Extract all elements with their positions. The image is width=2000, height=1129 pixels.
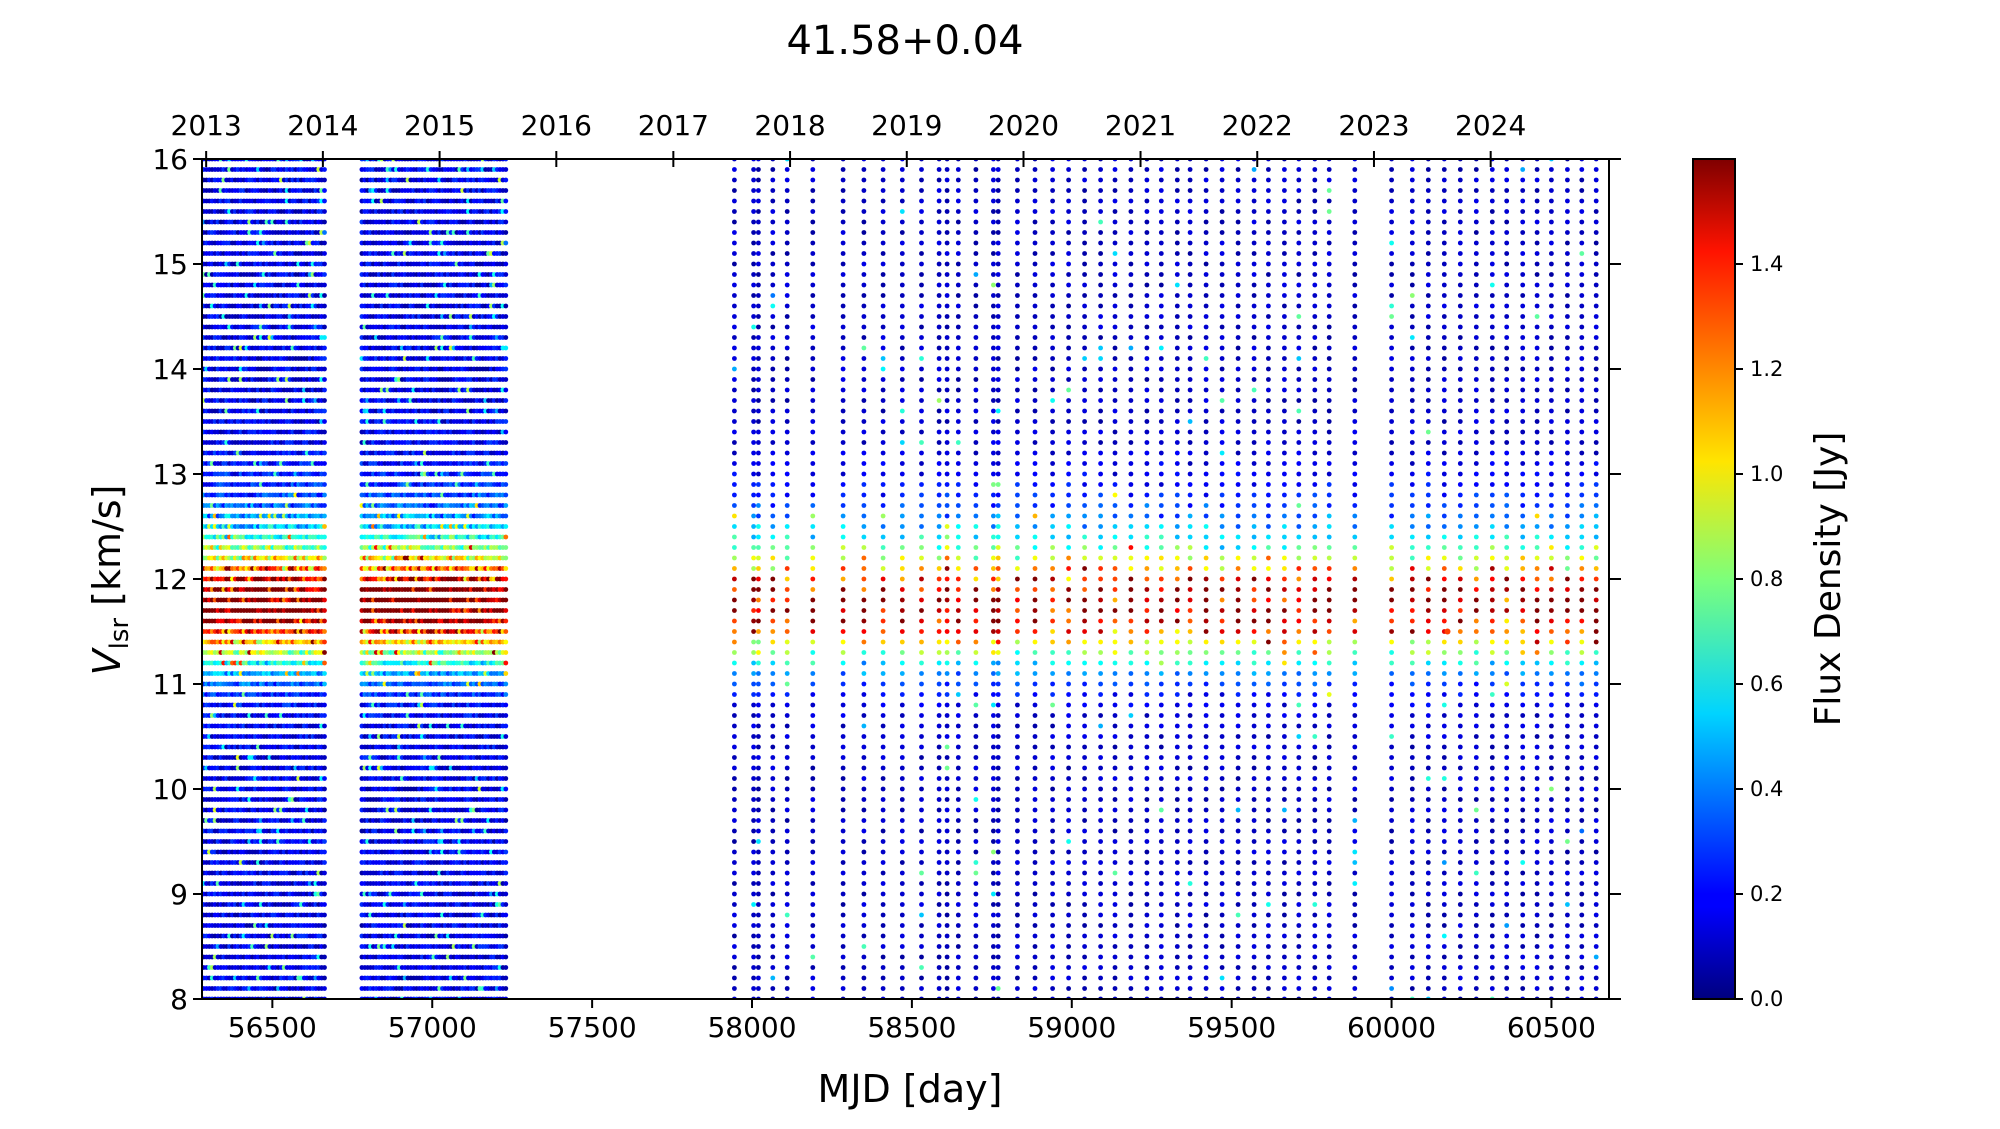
data-point [322, 482, 327, 487]
data-point [322, 240, 327, 246]
data-point [322, 356, 327, 361]
data-point [322, 965, 327, 970]
data-point [322, 534, 327, 540]
data-point [322, 293, 327, 298]
data-point [322, 440, 327, 445]
data-point [322, 597, 327, 603]
data-point [322, 398, 327, 403]
data-point [322, 429, 327, 435]
data-point [322, 461, 327, 466]
data-point [322, 807, 327, 813]
data-point [322, 839, 327, 844]
data-point [322, 629, 327, 634]
data-point [322, 377, 327, 382]
data-point [322, 230, 327, 235]
data-point [322, 870, 327, 876]
data-point [322, 797, 327, 802]
data-point [322, 419, 327, 424]
data-point [322, 492, 327, 498]
data-point [322, 650, 327, 655]
data-point [322, 692, 327, 697]
data-point [322, 713, 327, 718]
data-point [322, 303, 327, 309]
data-point [322, 524, 327, 529]
data-point [322, 954, 327, 960]
data-point [322, 902, 327, 907]
data-point [322, 881, 327, 886]
data-point [322, 251, 327, 256]
data-point [322, 944, 327, 949]
data-point [322, 828, 327, 834]
data-point [322, 188, 327, 193]
data-point [322, 324, 327, 330]
data-point [322, 545, 327, 550]
data-points [202, 159, 1599, 999]
data-point [322, 639, 327, 645]
data-point [322, 891, 327, 897]
data-point [322, 912, 327, 918]
data-point [322, 566, 327, 571]
data-point [322, 681, 327, 687]
data-point [322, 587, 327, 592]
data-point [322, 450, 327, 456]
data-point [322, 261, 327, 267]
data-point [322, 177, 327, 183]
data-point [322, 209, 327, 214]
data-point [322, 345, 327, 351]
data-point [322, 734, 327, 739]
data-point [322, 702, 327, 708]
data-point [322, 503, 327, 508]
data-point [322, 167, 327, 172]
data-point [322, 608, 327, 613]
data-point [322, 198, 327, 204]
data-point [322, 933, 327, 939]
data-point [322, 860, 327, 865]
data-point [322, 408, 327, 414]
data-point [322, 986, 327, 991]
data-point [322, 849, 327, 855]
data-point [322, 923, 327, 928]
data-point [322, 335, 327, 340]
data-point [322, 471, 327, 477]
data-point [322, 786, 327, 792]
data-point [322, 723, 327, 729]
data-point [322, 818, 327, 823]
data-point [322, 282, 327, 288]
data-point [322, 387, 327, 393]
data-point [322, 555, 327, 561]
data-point [322, 755, 327, 760]
data-point [322, 671, 327, 676]
data-point [322, 660, 327, 666]
data-point [322, 272, 327, 277]
data-point [322, 975, 327, 981]
data-point [322, 744, 327, 750]
chart-title: 41.58+0.04 [786, 18, 1023, 64]
data-point [322, 513, 327, 519]
data-point [322, 219, 327, 225]
data-point [322, 314, 327, 319]
data-point [322, 576, 327, 582]
data-point [322, 618, 327, 624]
data-point [322, 776, 327, 781]
data-point [322, 366, 327, 372]
data-point [322, 765, 327, 771]
